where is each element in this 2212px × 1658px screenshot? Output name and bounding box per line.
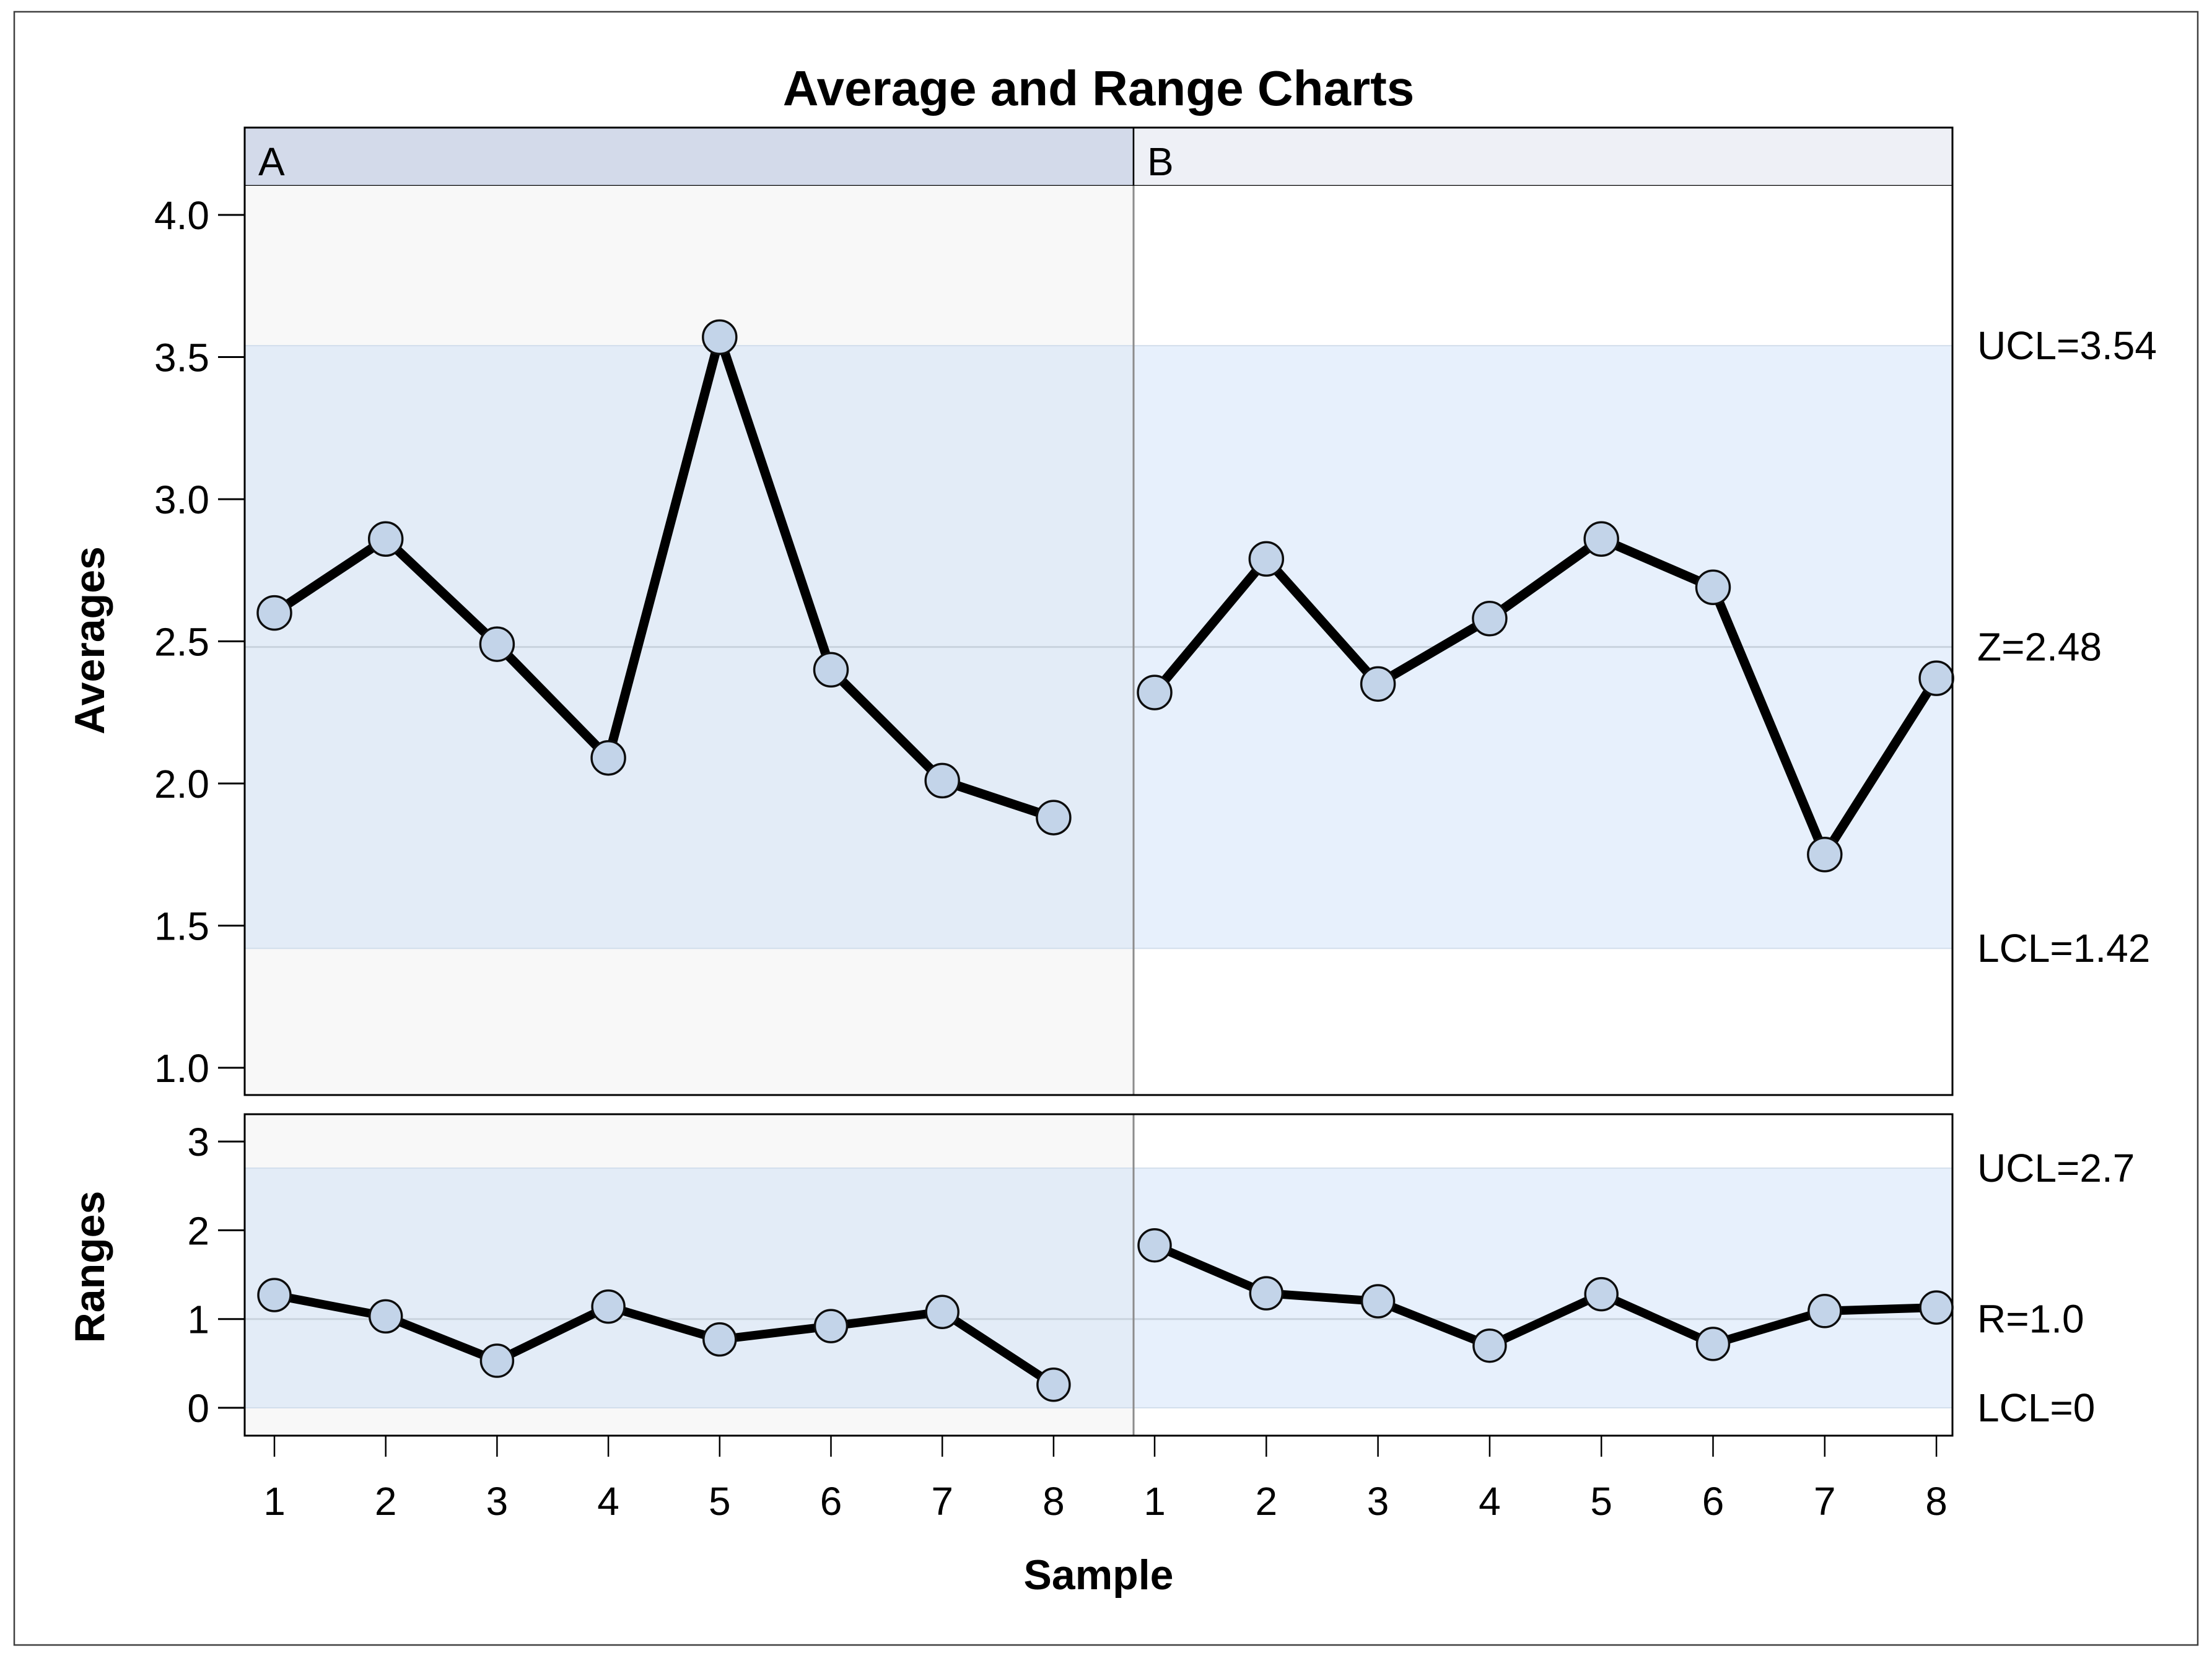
x-tick-label: 5 [709, 1479, 731, 1524]
plot-frame [243, 1113, 1954, 1437]
x-tick-label: 2 [1256, 1479, 1278, 1524]
data-point-marker [479, 1343, 515, 1378]
x-tick-label: 6 [1702, 1479, 1725, 1524]
data-point-marker [590, 740, 626, 776]
data-point-marker [1360, 666, 1396, 702]
data-point-marker [1583, 521, 1619, 557]
y-tick-label: 1.0 [154, 1046, 209, 1091]
x-axis-label: Sample [1024, 1551, 1174, 1599]
data-point-marker [1137, 674, 1173, 710]
data-point-marker [479, 626, 515, 662]
data-point-marker [702, 319, 738, 356]
data-point-marker [924, 762, 960, 799]
data-point-marker [813, 652, 849, 688]
data-point-marker [1249, 1276, 1284, 1311]
figure-border [13, 11, 2199, 1646]
series-line-panel-a [269, 332, 1059, 822]
x-tick-label: 6 [820, 1479, 842, 1524]
series-line-panel-a [270, 1291, 1058, 1389]
x-tick-label: 7 [931, 1479, 953, 1524]
panel-header-label: B [1147, 139, 1174, 184]
series-line-panel-b [1150, 534, 1941, 860]
data-point-marker [1807, 837, 1843, 873]
y-tick-label: 0 [187, 1386, 209, 1431]
data-point-marker [1472, 1328, 1507, 1363]
data-point-marker [1137, 1228, 1172, 1263]
y-tick-label: 3 [187, 1120, 209, 1164]
data-point-marker [1036, 1367, 1071, 1402]
y-tick-label: 1 [187, 1298, 209, 1342]
y-tick-label: 1.5 [154, 904, 209, 949]
panel-header-a [243, 126, 1135, 187]
plot-frame [243, 126, 1954, 1096]
x-tick-label: 1 [1143, 1479, 1166, 1524]
y-tick-label: 2.0 [154, 762, 209, 806]
x-tick-label: 8 [1925, 1479, 1948, 1524]
x-tick-label: 4 [1479, 1479, 1501, 1524]
data-point-marker [925, 1294, 960, 1329]
x-tick-label: 5 [1590, 1479, 1612, 1524]
limit-label: LCL=1.42 [1977, 926, 2150, 971]
x-tick-label: 8 [1043, 1479, 1065, 1524]
x-tick-label: 7 [1814, 1479, 1836, 1524]
x-tick-label: 2 [375, 1479, 397, 1524]
panel-header-label: A [258, 139, 285, 184]
chart-ranges [218, 1113, 1954, 1457]
chart-averages [218, 126, 1954, 1096]
x-tick-label: 3 [486, 1479, 509, 1524]
data-point-marker [702, 1322, 737, 1357]
data-point-marker [1919, 1290, 1954, 1325]
data-point-marker [257, 1278, 292, 1312]
data-point-marker [367, 521, 404, 557]
y-tick-label: 2.5 [154, 620, 209, 665]
data-point-marker [1918, 660, 1954, 696]
control-limit-band [245, 1168, 1134, 1408]
limit-label: UCL=2.7 [1977, 1146, 2135, 1190]
x-tick-label: 4 [597, 1479, 619, 1524]
limit-label: LCL=0 [1977, 1385, 2095, 1430]
x-tick-label: 3 [1367, 1479, 1389, 1524]
series-line-panel-b [1150, 1241, 1941, 1350]
data-point-marker [368, 1299, 403, 1334]
y-tick-label: 3.5 [154, 336, 209, 380]
data-point-marker [1360, 1284, 1396, 1319]
y-tick-label: 3.0 [154, 478, 209, 522]
y-tick-label: 4.0 [154, 193, 209, 238]
data-point-marker [1472, 601, 1508, 637]
data-point-marker [1248, 541, 1285, 577]
limit-label: R=1.0 [1977, 1297, 2084, 1342]
data-point-marker [1695, 569, 1731, 606]
panel-header-b [1132, 126, 1954, 187]
limit-label: Z=2.48 [1977, 625, 2102, 670]
data-point-marker [1695, 1327, 1731, 1361]
y-tick-label: 2 [187, 1208, 209, 1253]
data-point-marker [1584, 1276, 1619, 1312]
data-point-marker [1808, 1294, 1842, 1329]
y-axis-label-averages: Averages [66, 546, 113, 735]
data-point-marker [1036, 800, 1072, 836]
data-point-marker [256, 595, 292, 631]
limit-label: UCL=3.54 [1977, 323, 2157, 368]
x-tick-label: 1 [263, 1479, 286, 1524]
data-point-marker [813, 1309, 849, 1343]
data-point-marker [591, 1289, 626, 1324]
chart-title: Average and Range Charts [783, 61, 1415, 116]
y-axis-label-ranges: Ranges [66, 1191, 113, 1343]
